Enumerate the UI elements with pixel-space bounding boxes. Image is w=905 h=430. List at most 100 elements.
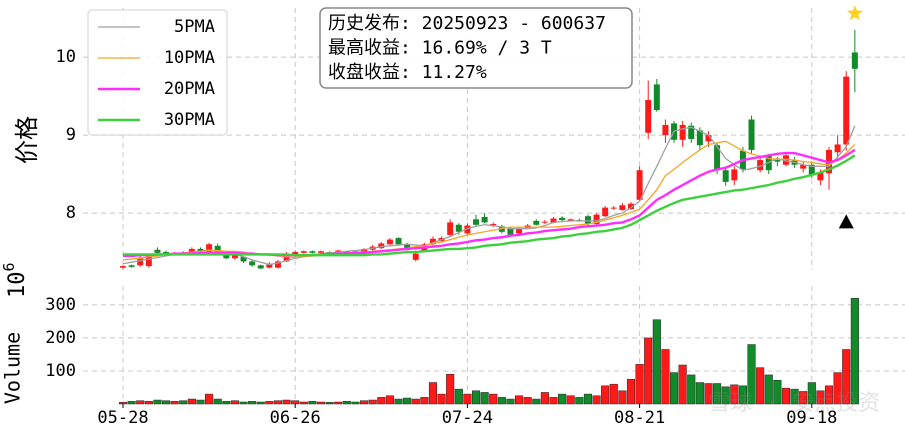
volume-bar	[385, 395, 394, 405]
volume-bar	[549, 397, 558, 405]
volume-bar	[136, 400, 145, 405]
volume-bar	[411, 398, 420, 405]
volume-bar	[773, 379, 782, 405]
volume-bar	[678, 364, 687, 405]
volume-bar	[403, 397, 412, 405]
volume-bar	[730, 384, 739, 405]
candle-body	[559, 217, 566, 221]
volume-bar	[721, 386, 730, 405]
candle-body	[627, 203, 634, 210]
triangle-marker	[838, 214, 854, 229]
volume-bar	[704, 383, 713, 405]
volume-bar	[695, 382, 704, 405]
volume-bar	[291, 400, 300, 405]
candle-body	[283, 254, 290, 262]
candle-body	[447, 222, 454, 235]
volume-bar	[248, 401, 257, 405]
candle-body	[662, 124, 669, 136]
candle-body	[412, 253, 419, 260]
candle-body	[429, 238, 436, 245]
volume-bar	[816, 390, 825, 405]
candle-body	[145, 255, 152, 267]
candle-body	[636, 170, 643, 200]
candle-body	[584, 216, 591, 224]
volume-bar	[273, 400, 283, 405]
candle-body	[300, 251, 307, 253]
grid: 8 9 10 100 200 300 05-28 06-26 07-24 08-21 09-18	[45, 8, 905, 428]
volume-bar	[351, 401, 360, 405]
candle-body	[714, 145, 721, 171]
offset-exponent: 6	[0, 262, 18, 271]
x-tick-label: 06-26	[270, 408, 321, 428]
candle-body	[817, 172, 824, 181]
candle-body	[318, 251, 325, 253]
candle-body	[567, 219, 574, 221]
candle-body	[757, 160, 764, 171]
candle-body	[473, 219, 480, 225]
volume-bar	[558, 393, 567, 405]
ma-line	[122, 140, 856, 261]
candle-body	[249, 261, 256, 266]
candle-body	[214, 245, 221, 254]
candle-body	[481, 216, 488, 223]
volume-bar	[635, 364, 644, 405]
price-axis-label: 价格	[13, 116, 41, 164]
volume-bar	[144, 401, 153, 405]
volume-bar	[187, 398, 196, 405]
candle-body	[343, 251, 350, 253]
star-marker	[846, 4, 863, 21]
volume-bar	[583, 393, 592, 405]
candle-body	[782, 155, 789, 165]
ma-line	[123, 154, 856, 257]
candle-body	[274, 261, 281, 268]
volume-bar	[256, 401, 265, 405]
volume-bar	[747, 344, 756, 405]
volume-bar	[282, 399, 291, 405]
volume-bar	[394, 398, 403, 405]
volume-bar	[118, 402, 128, 405]
candle-body	[688, 125, 695, 139]
y-tick-label: 300	[45, 295, 76, 315]
volume-bar	[454, 388, 463, 405]
volume-bar	[738, 385, 747, 405]
candle-body	[619, 205, 626, 210]
volume-bar	[205, 393, 214, 405]
candle-body	[128, 265, 135, 267]
candle-body	[464, 225, 471, 234]
volume-bar	[446, 374, 455, 405]
overlay: 5PMA 10PMA 20PMA 30PMA 历史发布: 20250923 - 6006…	[87, 4, 880, 416]
volume-bar	[239, 401, 248, 405]
volume-bar	[515, 395, 524, 405]
candle-body	[361, 248, 368, 254]
x-tick-label: 07-24	[442, 408, 493, 428]
candle-body	[206, 244, 213, 254]
candle-body	[843, 76, 850, 145]
volume-bar	[618, 390, 627, 405]
volume-bar	[790, 388, 799, 405]
offset-base: 10	[5, 272, 30, 299]
volume-bar	[480, 392, 489, 405]
candle-body	[516, 228, 523, 234]
candle-body	[808, 164, 815, 175]
candle-body	[774, 160, 781, 162]
volume-bar	[661, 349, 670, 405]
candle-body	[696, 130, 703, 146]
candle-body	[378, 243, 385, 249]
candle-body	[154, 249, 161, 253]
volume-bar	[127, 401, 136, 405]
candle-body	[748, 119, 755, 150]
candle-body	[645, 100, 652, 133]
volume-bar	[756, 367, 765, 405]
volume-bar	[368, 399, 377, 405]
volume-bar	[575, 397, 584, 405]
volume-bar	[799, 391, 808, 405]
candle-body	[404, 244, 411, 250]
candle-body	[455, 224, 462, 232]
volume-bar	[506, 398, 515, 405]
candle-body	[490, 223, 497, 225]
y-tick-label: 200	[45, 328, 76, 348]
volume-bar	[824, 385, 834, 405]
legend-label: 30PMA	[164, 110, 215, 130]
volume-axis-label: Volume	[1, 332, 25, 404]
info-line: 最高收益: 16.69% / 3 T	[328, 38, 552, 59]
